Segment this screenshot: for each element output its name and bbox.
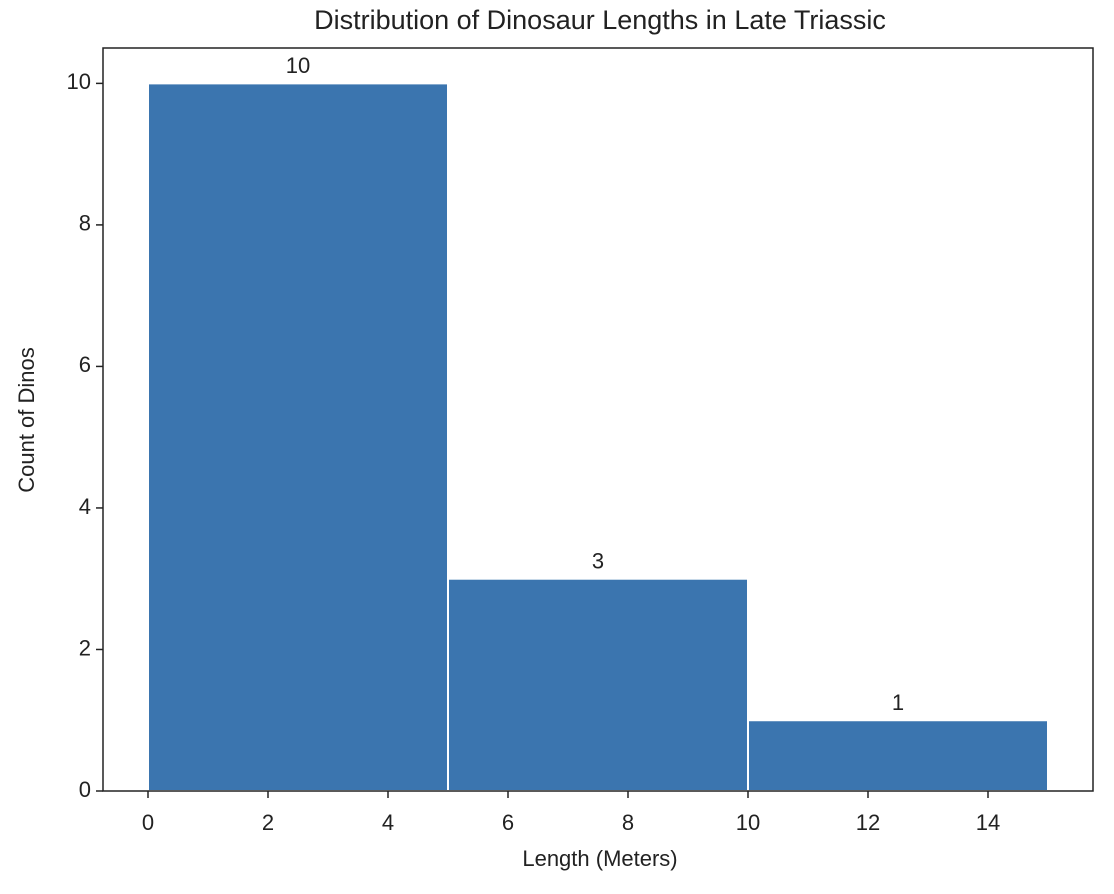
x-axis-label: Length (Meters) bbox=[522, 846, 677, 871]
x-tick-label: 0 bbox=[142, 810, 154, 835]
plot-frame bbox=[102, 47, 1094, 792]
y-axis-label: Count of Dinos bbox=[14, 347, 39, 493]
x-tick-label: 10 bbox=[736, 810, 760, 835]
data-label: 3 bbox=[592, 549, 604, 574]
y-tick-label: 0 bbox=[79, 777, 91, 802]
x-tick-label: 2 bbox=[262, 810, 274, 835]
x-tick-label: 6 bbox=[502, 810, 514, 835]
y-tick-label: 10 bbox=[67, 69, 91, 94]
y-tick-label: 2 bbox=[79, 635, 91, 660]
y-tick-label: 8 bbox=[79, 211, 91, 236]
y-tick-label: 4 bbox=[79, 494, 91, 519]
x-tick-label: 4 bbox=[382, 810, 394, 835]
bar bbox=[147, 82, 449, 792]
x-tick-label: 12 bbox=[856, 810, 880, 835]
y-tick-label: 6 bbox=[79, 352, 91, 377]
data-label: 1 bbox=[892, 690, 904, 715]
data-label: 10 bbox=[286, 53, 310, 78]
bar bbox=[447, 577, 749, 793]
x-tick-label: 8 bbox=[622, 810, 634, 835]
x-tick-label: 14 bbox=[976, 810, 1000, 835]
bar bbox=[747, 719, 1049, 792]
chart-title: Distribution of Dinosaur Lengths in Late… bbox=[314, 5, 886, 35]
